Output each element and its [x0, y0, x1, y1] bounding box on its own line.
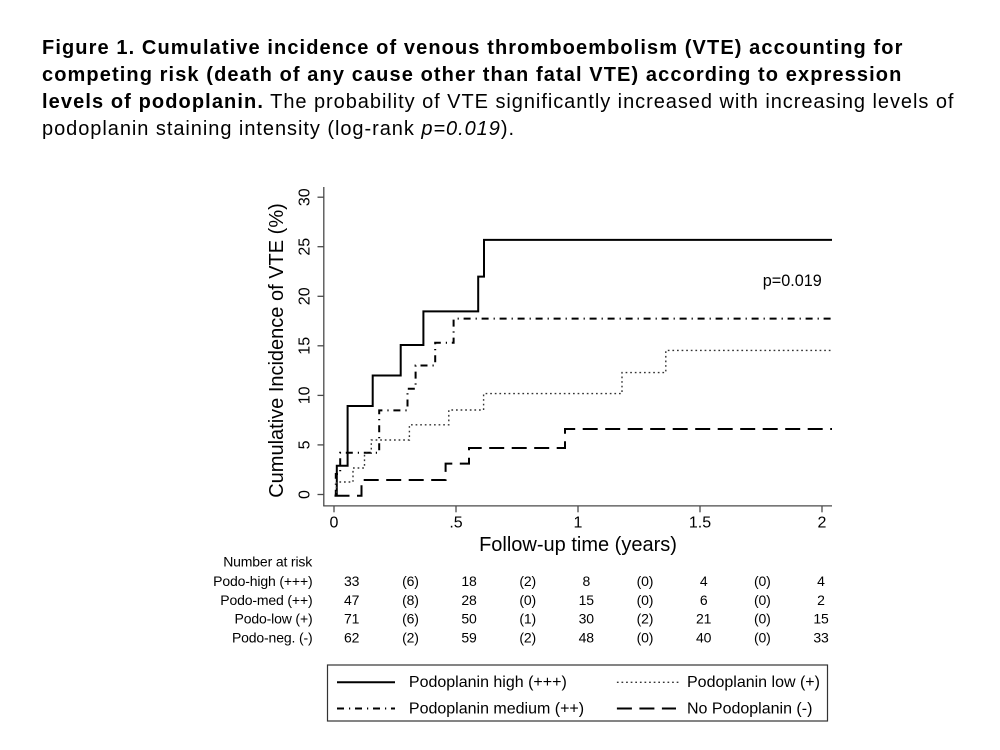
svg-text:15: 15 — [579, 592, 595, 608]
svg-text:30: 30 — [296, 188, 313, 206]
svg-text:4: 4 — [700, 573, 708, 589]
svg-text:2: 2 — [818, 515, 827, 532]
svg-text:40: 40 — [696, 629, 712, 645]
svg-text:25: 25 — [296, 238, 313, 256]
svg-text:15: 15 — [296, 337, 313, 355]
svg-text:(8): (8) — [402, 592, 419, 608]
svg-text:(6): (6) — [402, 611, 419, 627]
svg-text:No Podoplanin (-): No Podoplanin (-) — [687, 700, 812, 717]
svg-text:(0): (0) — [754, 611, 771, 627]
svg-text:(2): (2) — [402, 629, 419, 645]
svg-text:71: 71 — [344, 611, 360, 627]
svg-text:(1): (1) — [519, 611, 536, 627]
svg-text:20: 20 — [296, 287, 313, 305]
svg-text:(2): (2) — [519, 629, 536, 645]
svg-text:(0): (0) — [754, 629, 771, 645]
svg-text:Follow-up time (years): Follow-up time (years) — [479, 534, 677, 556]
svg-text:1: 1 — [574, 515, 583, 532]
svg-text:1.5: 1.5 — [689, 515, 711, 532]
svg-text:Podo-neg. (-): Podo-neg. (-) — [232, 629, 313, 645]
svg-text:(0): (0) — [519, 592, 536, 608]
svg-text:(0): (0) — [637, 592, 654, 608]
svg-text:18: 18 — [461, 573, 477, 589]
svg-text:(0): (0) — [754, 592, 771, 608]
svg-text:33: 33 — [344, 573, 360, 589]
svg-text:48: 48 — [579, 629, 595, 645]
svg-text:0: 0 — [296, 490, 313, 499]
svg-text:Cumulative Incidence of VTE (%: Cumulative Incidence of VTE (%) — [266, 203, 288, 498]
svg-text:21: 21 — [696, 611, 712, 627]
svg-text:(0): (0) — [637, 573, 654, 589]
svg-text:Podo-med (++): Podo-med (++) — [220, 592, 312, 608]
svg-text:8: 8 — [582, 573, 590, 589]
svg-text:Number at risk: Number at risk — [223, 554, 313, 570]
svg-text:33: 33 — [813, 629, 829, 645]
svg-text:59: 59 — [461, 629, 477, 645]
svg-text:4: 4 — [817, 573, 825, 589]
svg-text:Podo-low (+): Podo-low (+) — [235, 611, 313, 627]
svg-text:(2): (2) — [519, 573, 536, 589]
svg-text:0: 0 — [330, 515, 339, 532]
svg-text:(6): (6) — [402, 573, 419, 589]
svg-text:Podoplanin low (+): Podoplanin low (+) — [687, 674, 820, 691]
svg-text:15: 15 — [813, 611, 829, 627]
svg-text:p=0.019: p=0.019 — [763, 272, 822, 290]
svg-text:30: 30 — [579, 611, 595, 627]
svg-text:5: 5 — [296, 440, 313, 449]
svg-text:50: 50 — [461, 611, 477, 627]
svg-text:Podoplanin medium (++): Podoplanin medium (++) — [409, 700, 584, 717]
svg-text:Podoplanin high (+++): Podoplanin high (+++) — [409, 674, 567, 691]
svg-text:(0): (0) — [754, 573, 771, 589]
svg-text:2: 2 — [817, 592, 825, 608]
svg-text:47: 47 — [344, 592, 360, 608]
svg-text:Podo-high (+++): Podo-high (+++) — [213, 573, 312, 589]
svg-text:62: 62 — [344, 629, 360, 645]
svg-text:6: 6 — [700, 592, 708, 608]
svg-text:10: 10 — [296, 386, 313, 404]
svg-text:.5: .5 — [449, 515, 462, 532]
svg-text:(2): (2) — [637, 611, 654, 627]
svg-text:28: 28 — [461, 592, 477, 608]
svg-text:(0): (0) — [637, 629, 654, 645]
